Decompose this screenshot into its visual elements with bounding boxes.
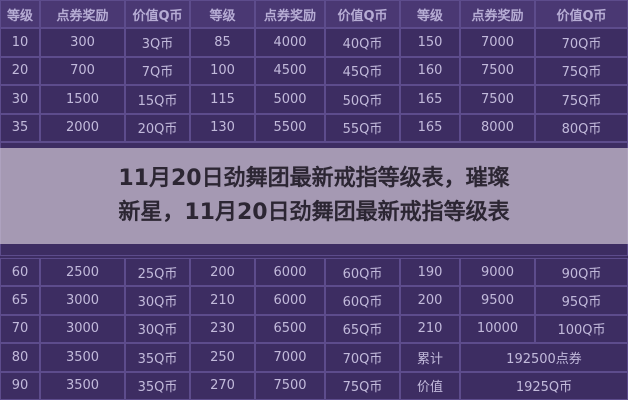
header-cell: 点券奖励 [40,0,125,29]
table-cell: 80Q币 [535,113,628,142]
table-cell: 1925Q币 [460,371,628,400]
table-cell: 75Q币 [325,371,400,400]
table-cell: 40Q币 [325,28,400,57]
table-cell: 7000 [460,28,535,57]
table-cell: 1500 [40,85,125,114]
header-cell: 等级 [190,0,255,29]
table-cell: 2000 [40,113,125,142]
header-cell: 价值Q币 [325,0,400,29]
table-cell: 累计 [400,343,460,372]
table-cell: 70Q币 [535,28,628,57]
table-cell: 65Q币 [325,314,400,344]
table-cell: 7Q币 [125,56,190,86]
table-cell: 700 [40,56,125,86]
table-cell: 5000 [255,85,325,114]
header-cell: 价值Q币 [125,0,190,29]
table-cell: 270 [190,371,255,400]
header-cell: 点券奖励 [255,0,325,29]
table-cell: 4500 [255,56,325,86]
table-cell: 10 [0,28,40,57]
banner-title: 11月20日劲舞团最新戒指等级表，璀璨 [118,166,510,191]
table-cell: 130 [190,113,255,142]
table-cell: 250 [190,343,255,372]
table-cell: 9500 [460,286,535,315]
table-cell: 7500 [255,371,325,400]
table-cell: 300 [40,28,125,57]
table-cell: 35 [0,113,40,142]
table-cell: 3000 [40,286,125,315]
table-cell: 190 [400,258,460,287]
table-cell: 85 [190,28,255,57]
header-cell: 等级 [0,0,40,29]
table-cell: 7500 [460,56,535,86]
table-cell: 60Q币 [325,258,400,287]
table-cell: 35Q币 [125,371,190,400]
table-cell: 6500 [255,314,325,344]
header-cell: 点券奖励 [460,0,535,29]
table-cell: 3000 [40,314,125,344]
table-cell: 20 [0,56,40,86]
table-cell: 4000 [255,28,325,57]
table-cell: 5500 [255,113,325,142]
table-cell: 60 [0,258,40,287]
table-cell: 165 [400,113,460,142]
header-cell: 价值Q币 [535,0,628,29]
table-cell: 7000 [255,343,325,372]
table-cell: 2500 [40,258,125,287]
table-cell: 15Q币 [125,85,190,114]
table-cell: 35Q币 [125,343,190,372]
table-cell: 30 [0,85,40,114]
table-cell: 10000 [460,314,535,344]
table-cell: 230 [190,314,255,344]
table-cell: 100Q币 [535,314,628,344]
table-cell: 30Q币 [125,314,190,344]
table-cell: 30Q币 [125,286,190,315]
table-cell: 60Q币 [325,286,400,315]
table-cell: 价值 [400,371,460,400]
table-cell: 20Q币 [125,113,190,142]
table-cell: 25Q币 [125,258,190,287]
table-cell: 150 [400,28,460,57]
table-cell: 95Q币 [535,286,628,315]
header-cell: 等级 [400,0,460,29]
table-cell: 6000 [255,286,325,315]
table-cell: 165 [400,85,460,114]
table-cell: 192500点券 [460,343,628,372]
table-cell: 6000 [255,258,325,287]
table-cell: 115 [190,85,255,114]
table-cell: 210 [400,314,460,344]
table-cell: 9000 [460,258,535,287]
table-cell: 90 [0,371,40,400]
table-cell: 3500 [40,371,125,400]
title-banner: 11月20日劲舞团最新戒指等级表，璀璨 新星，11月20日劲舞团最新戒指等级表 [0,148,628,244]
table-cell: 80 [0,343,40,372]
table-cell: 3Q币 [125,28,190,57]
banner-title: 新星，11月20日劲舞团最新戒指等级表 [118,200,510,225]
table-cell: 45Q币 [325,56,400,86]
table-cell: 65 [0,286,40,315]
table-cell: 55Q币 [325,113,400,142]
table-cell: 200 [190,258,255,287]
table-cell: 75Q币 [535,85,628,114]
table-cell: 70 [0,314,40,344]
table-cell: 8000 [460,113,535,142]
table-cell: 210 [190,286,255,315]
table-cell: 90Q币 [535,258,628,287]
table-cell: 50Q币 [325,85,400,114]
table-cell: 3500 [40,343,125,372]
table-cell: 70Q币 [325,343,400,372]
table-cell: 160 [400,56,460,86]
table-cell: 200 [400,286,460,315]
table-cell: 100 [190,56,255,86]
table-cell: 7500 [460,85,535,114]
table-cell: 75Q币 [535,56,628,86]
